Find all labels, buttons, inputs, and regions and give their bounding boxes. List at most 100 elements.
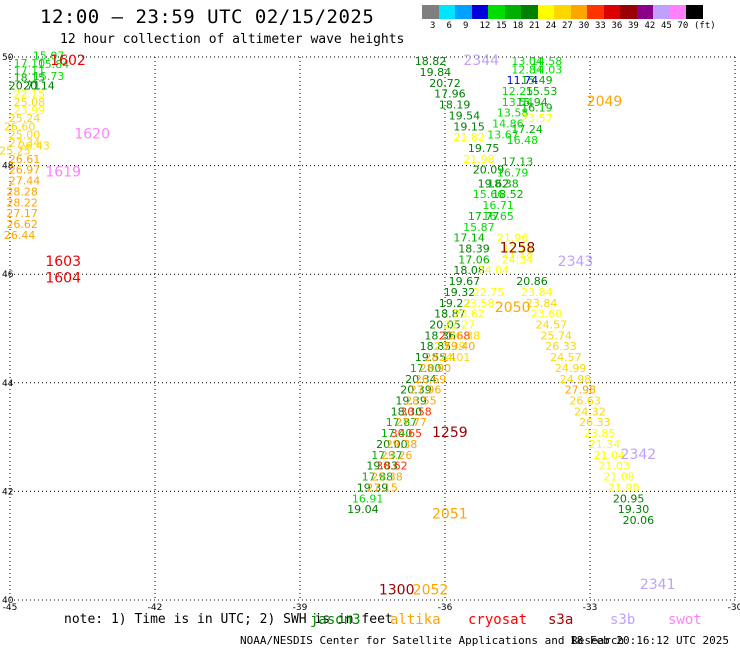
- wave-height-value: 26.38: [449, 329, 481, 342]
- latitude-tick-label: 42: [2, 487, 13, 497]
- pass-time-label: 2050: [495, 300, 531, 316]
- wave-height-value: 23.62: [453, 308, 485, 321]
- pass-time-label: 2052: [413, 583, 449, 599]
- wave-height-value: 23.99: [14, 104, 46, 117]
- map-grid: [9, 56, 736, 601]
- pass-time-label: 1300: [379, 583, 415, 599]
- footnote: note: 1) Time is in UTC; 2) SWH is in fe…: [64, 612, 393, 627]
- color-swatch: [504, 5, 521, 19]
- wave-height-value: 18.39: [458, 242, 490, 255]
- wave-height-value: 13.67: [487, 128, 519, 141]
- color-swatch: [521, 5, 538, 19]
- wave-height-value: 13.04: [511, 55, 543, 68]
- wave-height-value: 16.65: [482, 210, 514, 223]
- wave-height-value: 24.34: [502, 253, 534, 266]
- color-swatch: [422, 5, 439, 19]
- color-swatch: [471, 5, 488, 19]
- longitude-tick-label: -33: [583, 603, 598, 613]
- wave-height-value: 18.87: [434, 308, 466, 321]
- wave-height-value: 17.88: [362, 471, 394, 484]
- color-swatch: [686, 5, 703, 19]
- color-swatch: [587, 5, 604, 19]
- color-swatch: [488, 5, 505, 19]
- wave-height-value: 19.39: [395, 395, 427, 408]
- wave-height-value: 26.62: [6, 218, 38, 231]
- wave-height-value: 18.36: [424, 329, 456, 342]
- wave-height-value: 20.39: [400, 384, 432, 397]
- color-scale-label: 9: [463, 21, 469, 31]
- wave-height-value: 20.71: [9, 80, 41, 93]
- pass-time-label: 1604: [45, 270, 81, 286]
- longitude-tick-label: -30: [728, 603, 740, 613]
- wave-height-value: 18.38: [487, 177, 519, 190]
- color-scale-bar: [422, 5, 703, 19]
- color-scale-unit: (ft): [694, 21, 716, 31]
- wave-height-value: 15.53: [526, 85, 558, 98]
- pass-time-label: 1602: [50, 53, 86, 69]
- wave-height-value: 28.14: [424, 351, 456, 364]
- color-swatch: [653, 5, 670, 19]
- pass-time-label: 1258: [500, 240, 536, 256]
- pass-time-label: 1620: [74, 126, 110, 142]
- wave-height-value: 19.54: [449, 109, 481, 122]
- wave-height-value: 22.75: [473, 286, 505, 299]
- color-scale-label: 15: [496, 21, 507, 31]
- pass-time-label: 2344: [463, 53, 499, 69]
- wave-height-value: 18.15: [14, 71, 46, 84]
- wave-height-value: 15.07: [33, 50, 65, 63]
- latitude-tick-label: 40: [2, 596, 14, 606]
- wave-height-value: 24.57: [550, 351, 582, 364]
- wave-height-value: 12.84: [511, 63, 543, 76]
- wave-height-value: 28.90: [420, 362, 452, 375]
- color-scale-label: 70: [677, 21, 689, 31]
- wave-height-value: 30.58: [400, 405, 432, 418]
- wave-height-value: 15.94: [516, 96, 548, 109]
- wave-height-value: 28.22: [6, 196, 38, 209]
- wave-height-value: 21.04: [594, 449, 626, 462]
- legend-item-altika: altika: [390, 612, 441, 628]
- color-swatch: [570, 5, 587, 19]
- wave-height-value: 21.18: [502, 248, 534, 261]
- wave-height-value: 24.57: [536, 319, 568, 332]
- wave-height-value: 29.40: [444, 340, 476, 353]
- wave-height-value: 21.82: [453, 131, 485, 144]
- wave-height-value: 23.84: [521, 286, 553, 299]
- wave-height-value: 27.96: [410, 384, 442, 397]
- wave-height-value: 11.74: [507, 74, 539, 87]
- wave-height-value: 19.83: [366, 460, 398, 473]
- wave-height-value: 19.62: [478, 177, 510, 190]
- color-scale-label: 12: [479, 21, 491, 31]
- longitude-tick-label: -36: [438, 603, 453, 613]
- color-swatch: [455, 5, 472, 19]
- wave-height-value: 19.32: [444, 286, 476, 299]
- latitude-tick-label: 46: [2, 270, 14, 280]
- wave-height-value: 23.85: [584, 427, 616, 440]
- wave-height-value: 15.66: [473, 188, 505, 201]
- wave-height-value: 29.26: [381, 449, 413, 462]
- wave-height-value: 26.33: [545, 340, 577, 353]
- wave-height-value: 24.99: [555, 362, 587, 375]
- wave-height-value: 17.11: [14, 64, 46, 77]
- wave-height-value: 20.05: [429, 319, 461, 332]
- wave-height-value: 20.00: [376, 438, 408, 451]
- wave-height-value: 23.84: [526, 297, 558, 310]
- wave-height-value: 18.30: [391, 405, 423, 418]
- wave-height-value: 21.90: [608, 481, 640, 494]
- color-scale-label: 21: [529, 21, 540, 31]
- wave-height-value: 29.38: [371, 471, 403, 484]
- wave-height-value: 21.68: [439, 329, 471, 342]
- wave-height-value: 25.08: [14, 96, 46, 109]
- wave-height-value: 23.60: [531, 308, 563, 321]
- pass-time-label: 1259: [432, 425, 468, 441]
- wave-height-value: 20.95: [613, 492, 645, 505]
- wave-height-value: 17.13: [502, 156, 534, 169]
- wave-height-value: 21.08: [603, 471, 635, 484]
- wave-height-value: 19.22: [439, 297, 471, 310]
- longitude-tick-label: -39: [293, 603, 308, 613]
- wave-height-value: 22.27: [444, 319, 476, 332]
- color-scale-label: 18: [512, 21, 524, 31]
- wave-height-value: 27.77: [395, 416, 427, 429]
- wave-height-value: 21.03: [598, 460, 630, 473]
- wave-height-value: 26.69: [415, 373, 447, 386]
